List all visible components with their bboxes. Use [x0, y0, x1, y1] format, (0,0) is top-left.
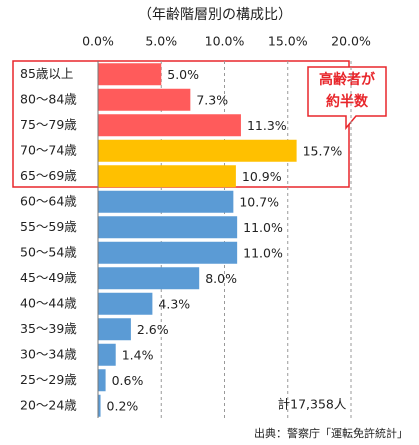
bar: [98, 369, 106, 392]
value-label: 10.9%: [242, 169, 282, 184]
y-tick-label: 45～49歳: [20, 270, 77, 285]
chart-title: （年齢階層別の構成比）: [138, 7, 292, 23]
value-label: 11.0%: [243, 220, 283, 235]
bar: [98, 318, 131, 341]
bar: [98, 216, 238, 239]
bar: [98, 165, 236, 188]
callout-text: 約半数: [326, 93, 369, 110]
value-label: 4.3%: [158, 296, 190, 311]
value-label: 8.0%: [205, 271, 237, 286]
value-label: 0.6%: [112, 373, 144, 388]
bar: [98, 343, 116, 366]
y-tick-label: 55～59歳: [20, 219, 77, 234]
y-tick-label: 50～54歳: [20, 244, 77, 259]
bar: [98, 267, 200, 290]
bar: [98, 114, 241, 137]
callout-text: 高齢者が: [319, 71, 376, 88]
bar: [98, 190, 234, 213]
value-label: 11.0%: [243, 245, 283, 260]
value-label: 2.6%: [137, 322, 169, 337]
value-label: 10.7%: [239, 194, 279, 209]
bar: [98, 63, 162, 86]
value-label: 11.3%: [247, 118, 287, 133]
y-tick-label: 65～69歳: [20, 168, 77, 183]
callout: 高齢者が 約半数: [307, 66, 387, 131]
value-label: 1.4%: [122, 347, 154, 362]
y-tick-label: 20～24歳: [20, 397, 77, 412]
value-label: 15.7%: [303, 143, 343, 158]
bar: [98, 292, 153, 315]
y-tick-label: 80～84歳: [20, 91, 77, 106]
y-tick-label: 60～64歳: [20, 193, 77, 208]
y-tick-label: 25～29歳: [20, 372, 77, 387]
y-tick-label: 70～74歳: [20, 142, 77, 157]
bar: [98, 88, 191, 111]
value-label: 7.3%: [196, 92, 228, 107]
value-label: 5.0%: [167, 67, 199, 82]
bar: [98, 139, 297, 162]
y-tick-label: 30～34歳: [20, 346, 77, 361]
x-tick-label: 15.0%: [268, 34, 308, 49]
y-tick-label: 40～44歳: [20, 295, 77, 310]
value-label: 0.2%: [107, 398, 139, 413]
y-tick-label: 75～79歳: [20, 117, 77, 132]
x-tick-label: 10.0%: [205, 34, 245, 49]
bar: [98, 394, 101, 417]
y-tick-label: 85歳以上: [20, 66, 73, 81]
x-tick-label: 20.0%: [331, 34, 371, 49]
source: 出典：警察庁「運転免許統計」: [254, 426, 408, 440]
x-tick-label: 0.0%: [82, 34, 114, 49]
y-tick-label: 35～39歳: [20, 321, 77, 336]
bar: [98, 241, 238, 264]
x-tick-label: 5.0%: [145, 34, 177, 49]
total-note: 計17,358人: [278, 397, 347, 412]
